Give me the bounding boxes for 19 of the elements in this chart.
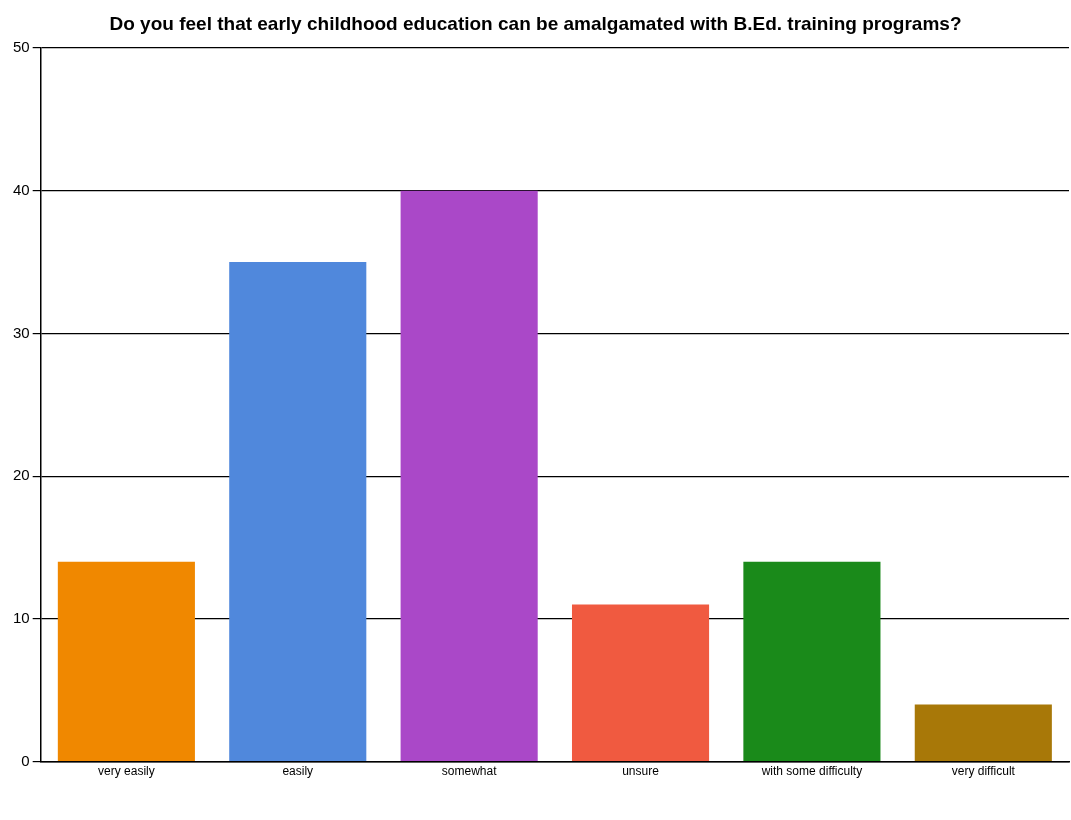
y-tick-label: 0	[21, 751, 30, 769]
bar	[914, 704, 1052, 761]
x-tick-label: very easily	[98, 764, 155, 779]
y-tick-label: 40	[13, 180, 30, 198]
x-tick-label: somewhat	[441, 764, 498, 779]
x-tick-label: easily	[282, 764, 314, 779]
bar	[57, 561, 195, 761]
y-tick-label: 50	[13, 38, 30, 56]
y-tick-label: 20	[13, 466, 30, 484]
x-tick-label: unsure	[622, 764, 660, 779]
y-tick-label: 10	[13, 609, 30, 627]
chart-title: Do you feel that early childhood education can be amalgamated with B.Ed. training programs?	[108, 12, 963, 36]
bar	[743, 561, 881, 761]
bar	[400, 190, 538, 761]
bar	[229, 262, 367, 761]
y-tick-label: 30	[13, 323, 30, 341]
x-tick-label: with some difficulty	[760, 764, 863, 779]
bar	[571, 604, 710, 761]
x-tick-label: very difficult	[951, 764, 1016, 779]
